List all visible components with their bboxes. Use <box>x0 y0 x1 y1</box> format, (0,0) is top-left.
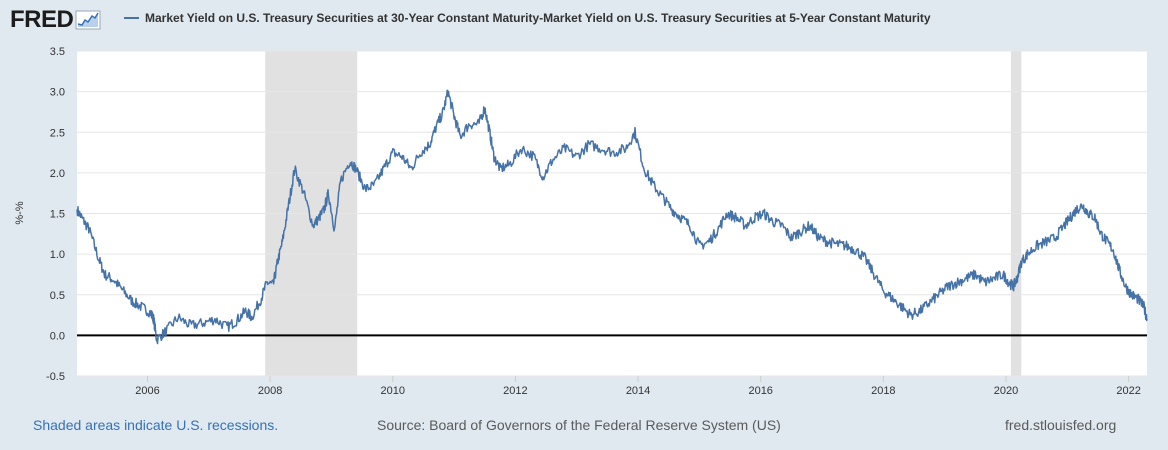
series-layer <box>76 89 1148 345</box>
y-tick-label: 0.5 <box>50 290 65 302</box>
fred-logo[interactable]: FRED <box>10 6 101 34</box>
chart-line-icon <box>75 10 101 30</box>
y-tick-label: 2.0 <box>50 168 65 180</box>
x-tick-label: 2010 <box>381 385 405 397</box>
fred-logo-text: FRED <box>10 6 74 33</box>
y-tick-label: -0.5 <box>46 371 65 383</box>
x-tick-label: 2016 <box>748 385 772 397</box>
x-tick-label: 2012 <box>503 385 527 397</box>
site-link[interactable]: fred.stlouisfed.org <box>1005 417 1117 433</box>
x-tick-label: 2022 <box>1116 385 1140 397</box>
x-tick-label: 2018 <box>871 385 895 397</box>
y-tick-label: 1.0 <box>50 249 65 261</box>
legend-label: Market Yield on U.S. Treasury Securities… <box>145 11 931 25</box>
x-tick-label: 2014 <box>626 385 650 397</box>
y-tick-label: 3.0 <box>50 87 65 99</box>
x-axis-ticks: 2006 2008 2010 2012 2014 2016 2018 2020 2022 <box>135 376 1141 397</box>
y-axis-ticks: -0.5 0.0 0.5 1.0 1.5 2.0 2.5 3.0 3.5 <box>46 46 65 383</box>
y-axis-label: %-% <box>14 201 26 224</box>
series-line <box>76 89 1148 345</box>
y-tick-label: 0.0 <box>50 330 65 342</box>
y-tick-label: 3.5 <box>50 46 65 58</box>
legend-swatch <box>124 17 139 19</box>
y-tick-label: 2.5 <box>50 127 65 139</box>
recession-note-link[interactable]: Shaded areas indicate U.S. recessions. <box>33 417 279 433</box>
x-tick-label: 2006 <box>135 385 159 397</box>
chart-legend: Market Yield on U.S. Treasury Securities… <box>124 11 931 25</box>
x-tick-label: 2020 <box>994 385 1018 397</box>
y-tick-label: 1.5 <box>50 209 65 221</box>
source-text: Source: Board of Governors of the Federa… <box>377 417 781 433</box>
x-tick-label: 2008 <box>258 385 282 397</box>
grid-lines <box>77 50 1147 377</box>
